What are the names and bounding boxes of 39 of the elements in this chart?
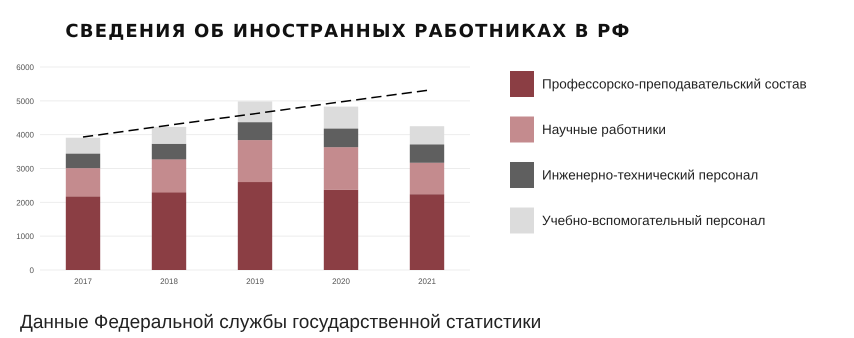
bar	[324, 106, 358, 129]
y-tick-label: 0	[30, 266, 35, 275]
legend-label: Учебно-вспомогательный персонал	[542, 213, 766, 228]
bar	[66, 154, 100, 168]
y-tick-label: 4000	[16, 130, 35, 140]
legend-label: Профессорско-преподавательский состав	[542, 76, 807, 92]
bar	[66, 138, 100, 154]
bar	[66, 168, 100, 197]
bar	[410, 162, 444, 194]
x-tick-label: 2018	[160, 277, 178, 286]
bar	[410, 126, 444, 144]
bar	[152, 159, 186, 193]
bar	[152, 192, 186, 270]
bar	[324, 190, 358, 270]
legend-label: Научные работники	[542, 122, 666, 137]
x-tick-label: 2020	[332, 277, 350, 286]
chart-title: СВЕДЕНИЯ ОБ ИНОСТРАННЫХ РАБОТНИКАХ В РФ	[65, 21, 631, 42]
bar	[410, 194, 444, 270]
bar	[324, 128, 358, 148]
bar	[238, 182, 272, 270]
y-tick-label: 5000	[16, 96, 35, 106]
bar	[238, 122, 272, 140]
line-series	[82, 90, 428, 138]
bar	[152, 126, 186, 144]
y-tick-label: 3000	[16, 164, 35, 174]
bar	[66, 196, 100, 270]
bar	[238, 102, 272, 122]
y-tick-label: 1000	[16, 232, 35, 242]
y-tick-label: 2000	[16, 198, 35, 208]
y-tick-label: 6000	[16, 63, 35, 72]
text: Данные Федеральной службы государственной статистики	[20, 312, 542, 333]
bar	[152, 144, 186, 160]
bar	[324, 147, 358, 190]
x-tick-label: 2021	[418, 277, 436, 286]
x-tick-label: 2017	[74, 277, 92, 286]
x-tick-label: 2019	[246, 277, 264, 286]
bar	[410, 144, 444, 163]
bar	[238, 140, 272, 182]
legend-label: Инженерно-технический персонал	[542, 168, 758, 182]
